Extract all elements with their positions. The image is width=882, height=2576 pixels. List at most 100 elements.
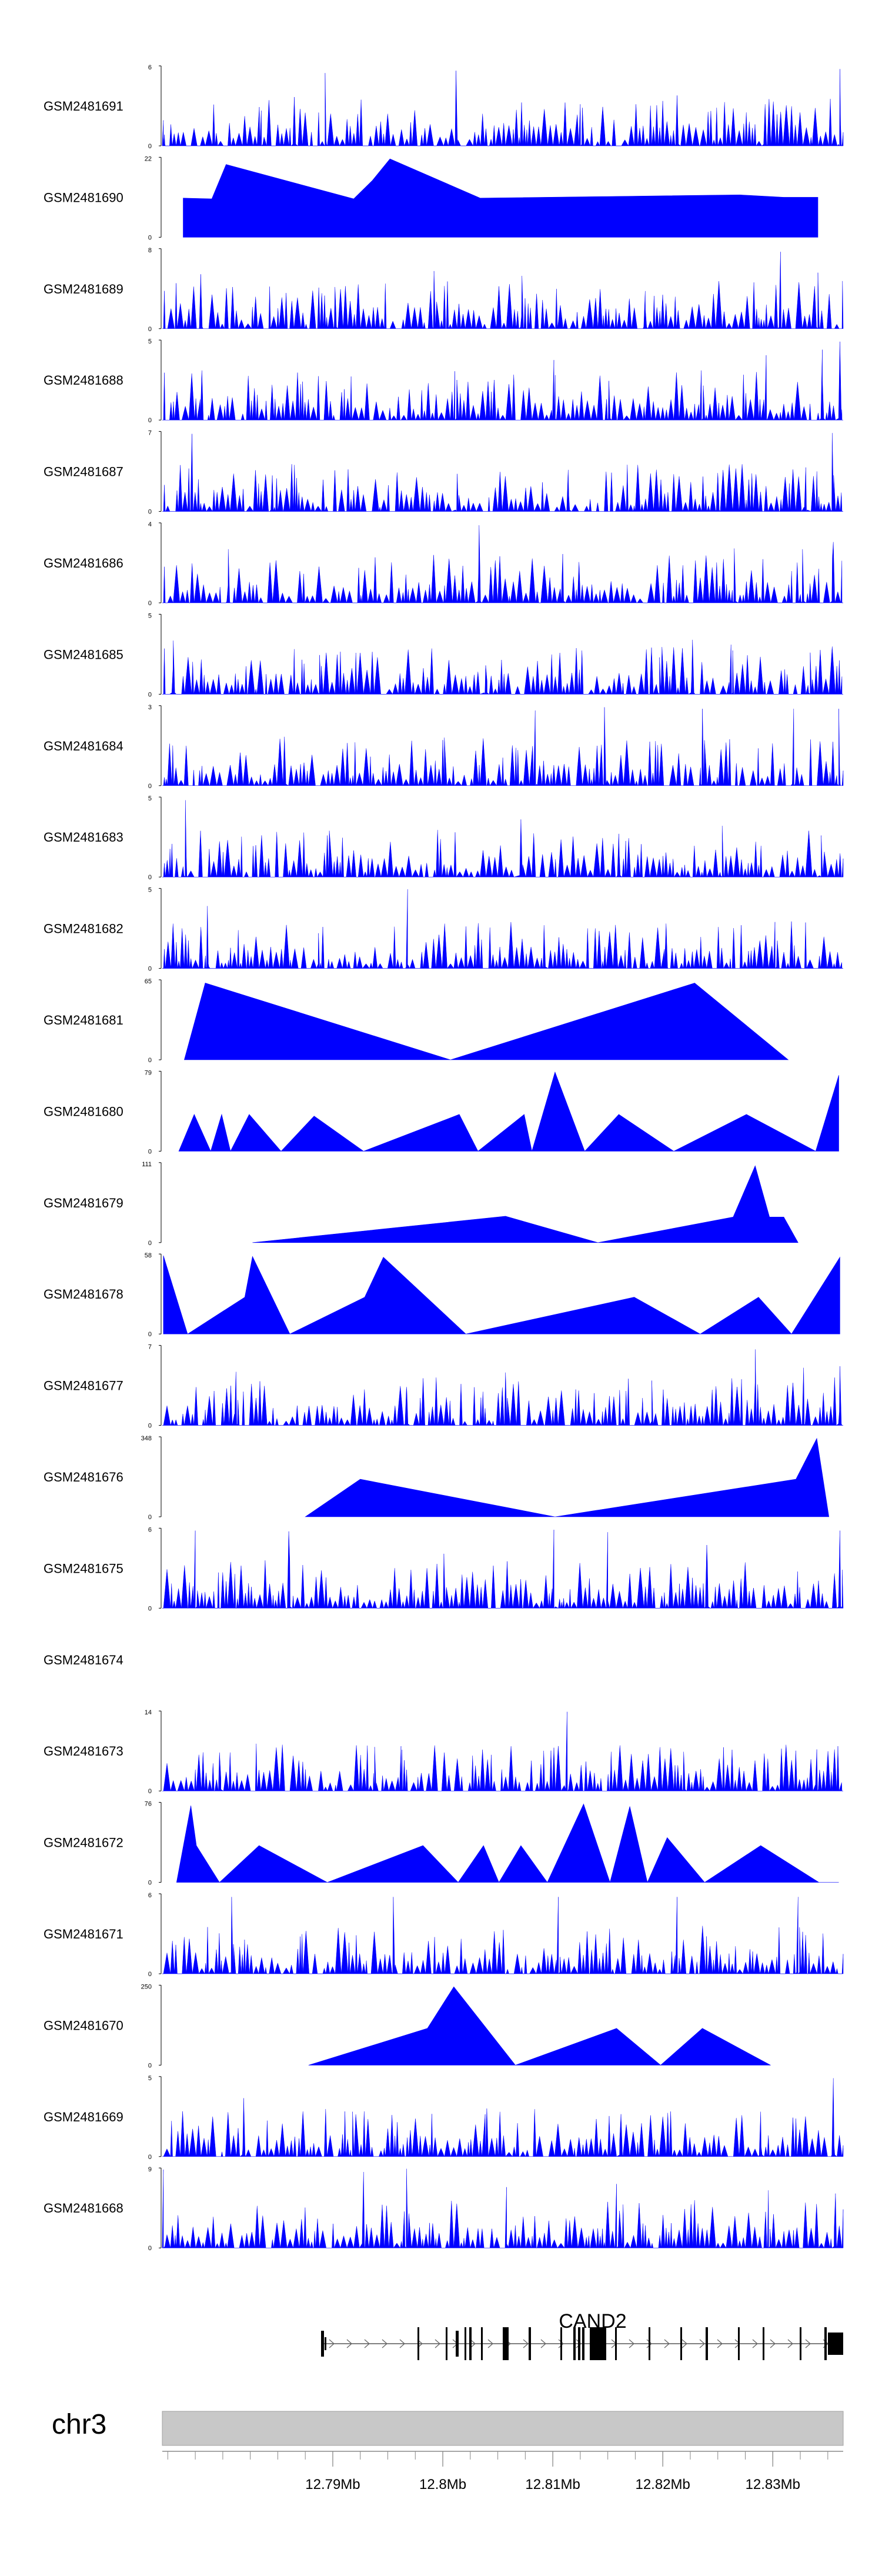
track-GSM2481683: GSM2481683 5 0: [44, 795, 844, 881]
track-label: GSM2481679: [44, 1196, 123, 1210]
y-zero-label: 0: [148, 966, 152, 973]
strand-arrow-icon: [558, 2339, 564, 2348]
coverage-area: [162, 2168, 844, 2249]
y-max-label: 6: [148, 64, 152, 71]
coverage-area: [184, 983, 789, 1060]
track-GSM2481688: GSM2481688 5 0: [44, 338, 843, 424]
track-GSM2481684: GSM2481684 3 0: [44, 704, 844, 790]
track-label: GSM2481670: [44, 2018, 123, 2033]
y-zero-label: 0: [148, 234, 152, 241]
y-zero-label: 0: [148, 417, 152, 424]
y-zero-label: 0: [148, 326, 152, 333]
y-max-label: 111: [142, 1161, 152, 1168]
coverage-area: [162, 639, 843, 695]
y-zero-label: 0: [148, 1514, 152, 1521]
y-max-label: 5: [148, 2075, 152, 2082]
coverage-area: [162, 525, 843, 603]
gene-exon: [481, 2327, 483, 2360]
track-label: GSM2481689: [44, 282, 123, 296]
y-zero-label: 0: [148, 600, 152, 607]
gene-exon: [578, 2327, 580, 2360]
y-zero-label: 0: [148, 143, 152, 150]
coverage-area: [162, 69, 844, 146]
coverage-area: [162, 707, 844, 786]
coverage-area: [162, 1530, 844, 1609]
coverage-area: [162, 433, 843, 512]
coverage-area: [183, 158, 818, 238]
gene-exon: [503, 2327, 509, 2360]
gene-exon: [325, 2337, 326, 2350]
strand-arrow-icon: [540, 2339, 546, 2348]
strand-arrow-icon: [435, 2339, 440, 2348]
y-max-label: 5: [148, 338, 152, 345]
y-max-label: 9: [148, 2166, 152, 2173]
track-GSM2481668: GSM2481668 9 0: [44, 2166, 844, 2252]
track-label: GSM2481682: [44, 922, 123, 936]
track-GSM2481673: GSM2481673 14 0: [44, 1709, 843, 1795]
strand-arrow-icon: [717, 2339, 723, 2348]
track-label: GSM2481674: [44, 1653, 123, 1667]
strand-arrow-icon: [364, 2339, 370, 2348]
track-label: GSM2481678: [44, 1287, 123, 1302]
track-label: GSM2481671: [44, 1927, 123, 1941]
y-zero-label: 0: [148, 1605, 152, 1612]
axis-tick-label: 12.79Mb: [305, 2477, 360, 2492]
track-label: GSM2481676: [44, 1470, 123, 1484]
gene-exon: [417, 2327, 419, 2360]
track-label: GSM2481675: [44, 1561, 123, 1576]
gene-exon: [649, 2327, 650, 2360]
track-label: GSM2481668: [44, 2201, 123, 2215]
track-GSM2481682: GSM2481682 5 0: [44, 887, 843, 973]
track-GSM2481671: GSM2481671 6 0: [44, 1892, 844, 1978]
gene-exon: [573, 2327, 576, 2360]
y-zero-label: 0: [148, 1880, 152, 1887]
track-label: GSM2481680: [44, 1104, 123, 1119]
gene-exon: [615, 2327, 617, 2360]
gene-exon: [706, 2327, 708, 2360]
y-zero-label: 0: [148, 2245, 152, 2252]
y-max-label: 8: [148, 247, 152, 254]
y-max-label: 5: [148, 612, 152, 619]
strand-arrow-icon: [629, 2339, 634, 2348]
track-GSM2481685: GSM2481685 5 0: [44, 612, 843, 698]
track-GSM2481669: GSM2481669 5 0: [44, 2075, 844, 2161]
track-GSM2481677: GSM2481677 7 0: [44, 1344, 843, 1430]
y-max-label: 14: [145, 1709, 152, 1716]
strand-arrow-icon: [664, 2339, 670, 2348]
gene-model: CAND2: [321, 2310, 843, 2360]
strand-arrow-icon: [329, 2339, 335, 2348]
y-max-label: 22: [145, 155, 152, 162]
track-label: GSM2481684: [44, 739, 123, 753]
track-label: GSM2481669: [44, 2110, 123, 2124]
axis-tick-label: 12.83Mb: [746, 2477, 800, 2492]
coverage-area: [163, 1255, 840, 1334]
coverage-area: [305, 1437, 830, 1517]
y-max-label: 3: [148, 704, 152, 711]
chromosome-label: chr3: [52, 2409, 106, 2440]
strand-arrow-icon: [699, 2339, 705, 2348]
track-GSM2481687: GSM2481687 7 0: [44, 430, 843, 516]
gene-exon: [680, 2327, 682, 2360]
gene-exon: [824, 2327, 827, 2360]
y-zero-label: 0: [148, 691, 152, 698]
track-GSM2481690: GSM2481690 22 0: [44, 155, 818, 241]
y-zero-label: 0: [148, 874, 152, 881]
y-max-label: 65: [145, 978, 152, 985]
strand-arrow-icon: [399, 2339, 405, 2348]
y-max-label: 5: [148, 795, 152, 802]
track-label: GSM2481690: [44, 190, 123, 205]
y-zero-label: 0: [148, 1057, 152, 1064]
gene-exon: [446, 2327, 447, 2360]
track-GSM2481678: GSM2481678 58 0: [44, 1252, 840, 1338]
track-GSM2481686: GSM2481686 4 0: [44, 521, 843, 607]
y-max-label: 7: [148, 430, 152, 437]
y-zero-label: 0: [148, 1971, 152, 1978]
axis-tick-label: 12.8Mb: [419, 2477, 466, 2492]
strand-arrow-icon: [787, 2339, 793, 2348]
gene-exon: [763, 2327, 764, 2360]
y-zero-label: 0: [148, 1331, 152, 1338]
track-GSM2481676: GSM2481676 348 0: [44, 1435, 830, 1521]
coverage-area: [308, 1986, 771, 2066]
coverage-area: [162, 2078, 844, 2157]
track-GSM2481689: GSM2481689 8 0: [44, 247, 844, 333]
